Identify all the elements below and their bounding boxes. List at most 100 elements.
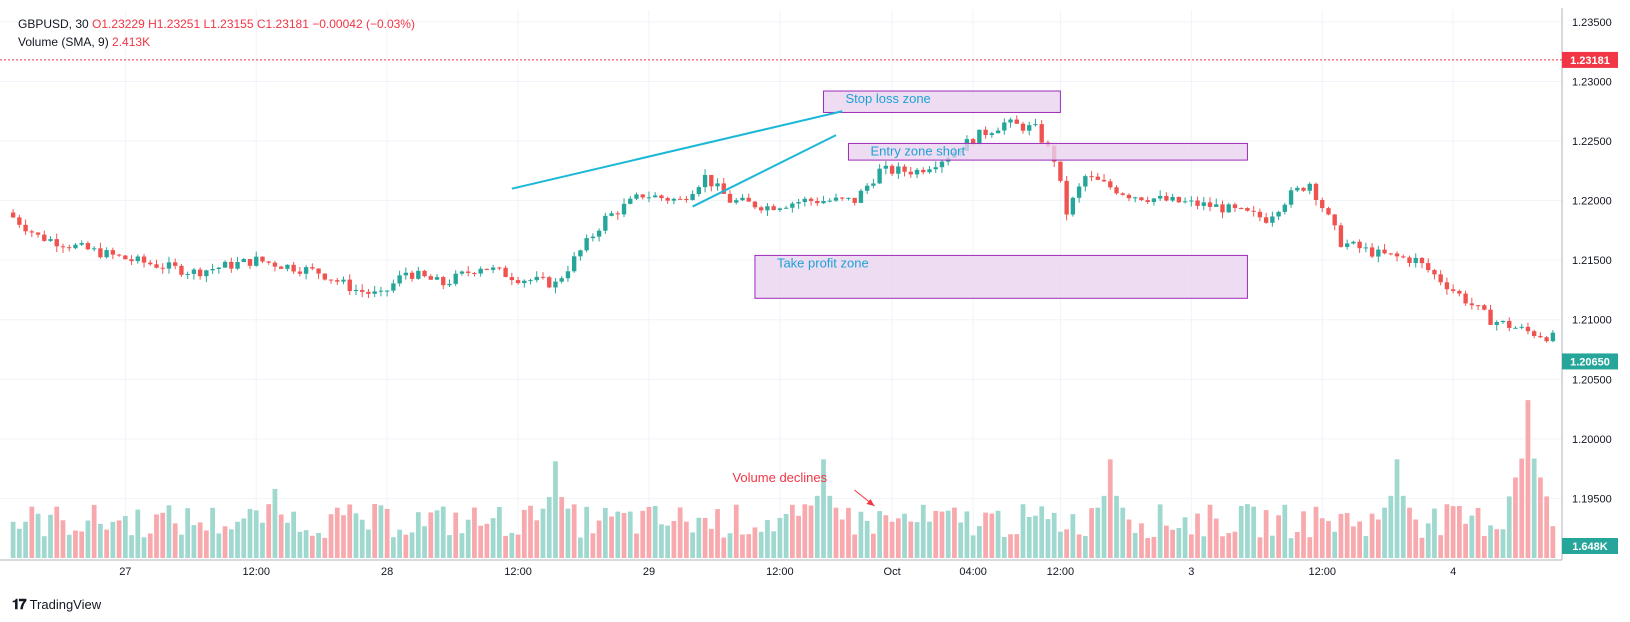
volume-bar	[191, 525, 197, 558]
candle-body	[921, 169, 926, 173]
volume-bar	[1531, 458, 1537, 558]
candle-body	[347, 279, 352, 292]
brand[interactable]: 𝟏𝟕 TradingView	[12, 596, 101, 613]
volume-bar	[1114, 495, 1119, 558]
volume-bar	[110, 521, 116, 558]
volume-bar	[970, 535, 976, 558]
candle-body	[478, 268, 483, 274]
candle-body	[48, 239, 53, 241]
candle-body	[166, 262, 172, 269]
volume-bar	[746, 534, 752, 558]
trendline[interactable]	[511, 110, 843, 190]
volume-bar	[1513, 477, 1518, 558]
volume-bar	[409, 532, 415, 558]
volume-bar	[758, 531, 764, 558]
time-axis[interactable]: 27 12:00 28 12:00 29 12:00 Oct 04:00 12:00 3 12:00…	[119, 566, 1456, 578]
volume-bar	[621, 513, 627, 558]
volume-bar	[515, 534, 521, 558]
legend-main: GBPUSD, 30 O1.23229 H1.23251 L1.23155 C1…	[18, 17, 415, 31]
time-tick-label: 27	[119, 566, 131, 578]
candle-body	[1276, 211, 1281, 217]
volume-bar	[35, 513, 41, 558]
candle-body	[1114, 187, 1119, 194]
price-tick-label: 1.20000	[1572, 434, 1612, 446]
volume-bar	[553, 461, 558, 558]
volume-bar	[952, 507, 957, 558]
candle-body	[1282, 204, 1288, 212]
zone-box[interactable]	[754, 254, 1248, 299]
candle-body	[85, 243, 91, 250]
zone-box[interactable]	[823, 90, 1061, 113]
candle-body	[1220, 204, 1225, 213]
volume-bar	[1132, 532, 1138, 558]
candle-body	[1095, 176, 1100, 180]
volume-badge	[1562, 538, 1618, 554]
volume-bar	[1269, 535, 1275, 558]
candle-body	[509, 277, 515, 281]
candle-body	[1164, 195, 1169, 201]
candle-body	[235, 262, 240, 269]
candle-body	[1245, 208, 1250, 211]
candle-body	[1513, 327, 1518, 329]
candle-body	[1394, 253, 1400, 257]
volume-bar	[895, 518, 901, 558]
volume-bar	[1394, 459, 1400, 558]
volume-bar	[571, 504, 577, 558]
volume-bar	[1139, 523, 1144, 558]
zone-box[interactable]	[847, 142, 1248, 161]
volume-bar	[1538, 477, 1543, 558]
volume-bar	[334, 507, 340, 558]
candle-body	[877, 168, 882, 184]
candle-body	[229, 261, 234, 269]
volume-bar	[1220, 536, 1225, 558]
candle-body	[989, 133, 995, 136]
symbol-label[interactable]: GBPUSD, 30	[18, 17, 89, 31]
candle-body	[1457, 290, 1462, 294]
candle-body	[896, 166, 901, 174]
candle-body	[758, 207, 764, 211]
candle-body	[397, 275, 402, 284]
candle-body	[939, 161, 945, 168]
volume-bar	[559, 497, 565, 558]
volume-series	[10, 400, 1556, 558]
candle-body	[341, 279, 346, 282]
candle-body	[1344, 243, 1350, 247]
volume-bar	[415, 512, 421, 558]
candle-body	[191, 269, 197, 274]
volume-bar	[1107, 459, 1113, 558]
candle-body	[609, 213, 614, 216]
candle-body	[104, 250, 109, 258]
volume-bar	[540, 508, 546, 558]
volume-bar	[85, 520, 91, 558]
volume-bar	[920, 504, 926, 558]
candle-body	[1151, 198, 1157, 202]
trendline[interactable]	[692, 134, 837, 208]
volume-bar	[584, 506, 590, 558]
price-axis[interactable]: 1.23500 1.23000 1.22500 1.22000 1.21500 1.210…	[1572, 17, 1612, 506]
volume-bar	[1475, 507, 1481, 558]
volume-bar	[634, 533, 639, 558]
volume-bar	[1469, 515, 1475, 558]
volume-bar	[1039, 506, 1045, 558]
candle-body	[260, 256, 265, 262]
volume-bar	[1089, 508, 1094, 558]
volume-indicator-label[interactable]: Volume (SMA, 9)	[18, 35, 109, 49]
volume-bar	[447, 535, 452, 558]
candle-body	[690, 194, 695, 201]
volume-bar	[1151, 536, 1157, 558]
time-tick-label: 28	[381, 566, 393, 578]
candle-body	[846, 197, 851, 199]
volume-bar	[496, 506, 502, 558]
time-tick-label: 3	[1188, 566, 1194, 578]
zone-label: Entry zone short	[870, 143, 965, 158]
volume-bar	[1463, 523, 1468, 558]
volume-bar	[995, 510, 1001, 558]
candle-body	[10, 212, 16, 218]
volume-bar	[578, 537, 583, 558]
candle-body	[216, 267, 222, 269]
candle-body	[727, 193, 733, 203]
candle-body	[278, 266, 284, 269]
candle-body	[578, 250, 583, 257]
candle-body	[852, 197, 857, 203]
